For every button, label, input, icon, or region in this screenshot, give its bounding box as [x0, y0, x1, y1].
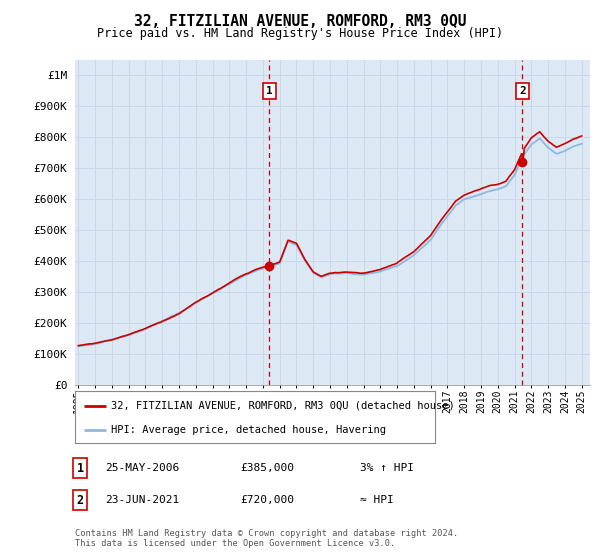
Text: 1: 1: [76, 461, 83, 474]
Text: 3% ↑ HPI: 3% ↑ HPI: [360, 463, 414, 473]
Text: 2: 2: [519, 86, 526, 96]
Text: 32, FITZILIAN AVENUE, ROMFORD, RM3 0QU: 32, FITZILIAN AVENUE, ROMFORD, RM3 0QU: [134, 14, 466, 29]
Text: 32, FITZILIAN AVENUE, ROMFORD, RM3 0QU (detached house): 32, FITZILIAN AVENUE, ROMFORD, RM3 0QU (…: [111, 400, 455, 410]
Text: 25-MAY-2006: 25-MAY-2006: [105, 463, 179, 473]
Text: £720,000: £720,000: [240, 495, 294, 505]
Text: 1: 1: [266, 86, 273, 96]
Text: Price paid vs. HM Land Registry's House Price Index (HPI): Price paid vs. HM Land Registry's House …: [97, 27, 503, 40]
Text: £385,000: £385,000: [240, 463, 294, 473]
Text: Contains HM Land Registry data © Crown copyright and database right 2024.
This d: Contains HM Land Registry data © Crown c…: [75, 529, 458, 548]
Text: 23-JUN-2021: 23-JUN-2021: [105, 495, 179, 505]
Text: HPI: Average price, detached house, Havering: HPI: Average price, detached house, Have…: [111, 425, 386, 435]
Text: ≈ HPI: ≈ HPI: [360, 495, 394, 505]
Text: 2: 2: [76, 493, 83, 506]
